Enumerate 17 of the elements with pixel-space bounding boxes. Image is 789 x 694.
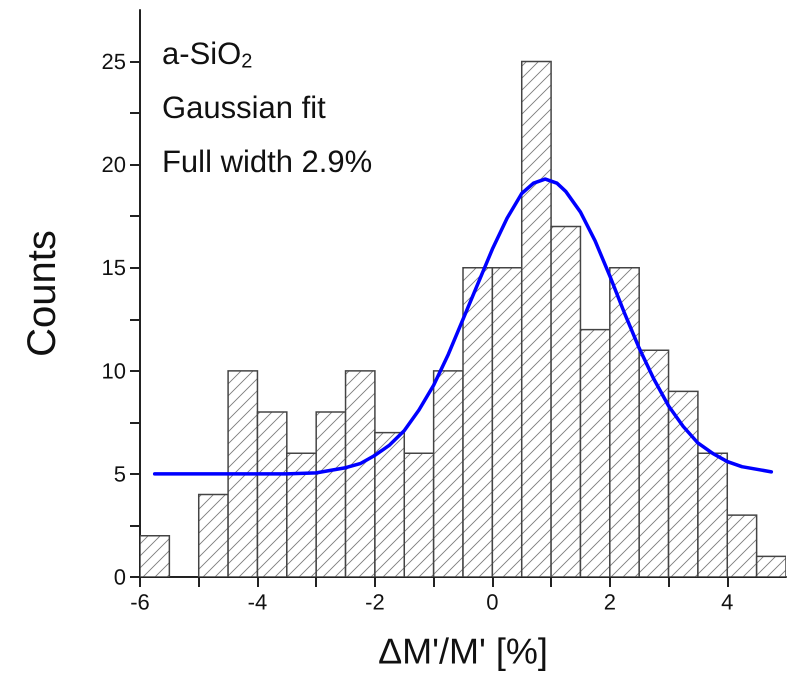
line-series [152,177,774,476]
y-tick-label: 25 [102,49,126,74]
annotation: Full width 2.9% [162,144,372,179]
x-tick-label: 4 [721,590,734,614]
x-tick-label: -4 [248,590,268,614]
y-tick-label: 0 [114,564,126,590]
y-tick-label: 20 [102,152,126,178]
x-tick-label: -2 [365,590,385,614]
x-tick-label: 0 [486,590,498,614]
y-tick-label: 5 [114,461,126,486]
y-tick-label: 15 [102,255,126,280]
annotation: Gaussian fit [162,90,326,125]
y-tick-label: 10 [102,358,126,384]
y-axis-title: Counts [20,230,64,357]
x-tick-label: -6 [130,590,150,614]
x-tick-label: 2 [604,590,616,614]
x-axis-title: ΔM'/M' [%] [378,630,548,672]
